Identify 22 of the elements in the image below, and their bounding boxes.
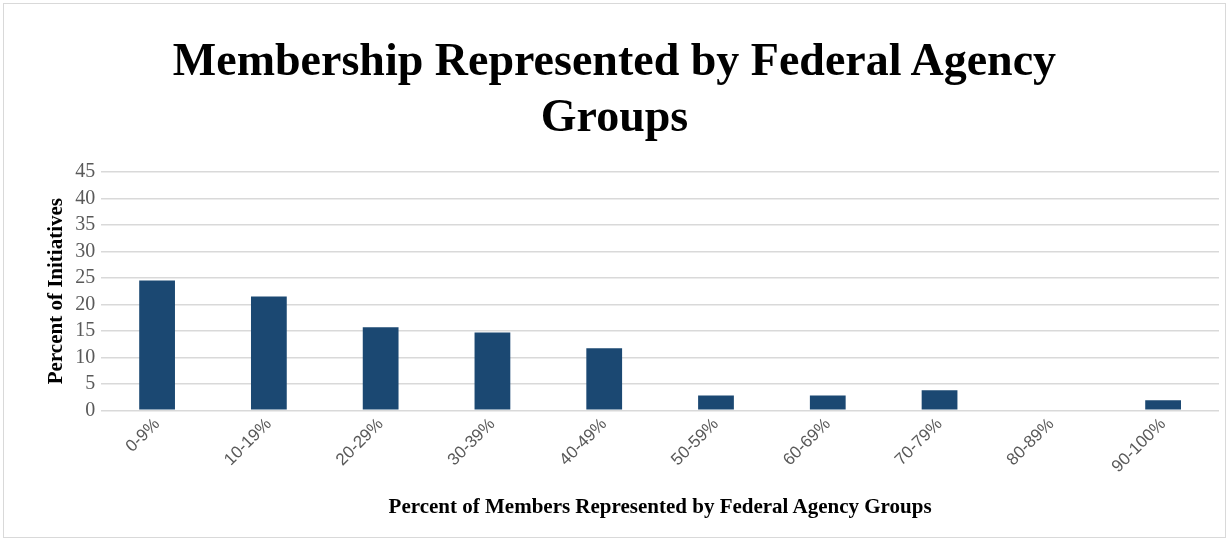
y-tick-label: 45 [75,159,96,182]
y-tick-label: 0 [85,397,96,420]
bar [698,395,734,410]
y-tick-label: 30 [75,238,96,261]
bar [250,296,287,410]
x-axis-title: Percent of Members Represented by Federal Agency Groups [388,493,932,518]
bar [809,395,846,410]
y-tick-label: 15 [75,318,96,341]
bar [921,390,958,410]
y-axis-title: Percent of Initiatives [43,198,68,385]
bar [474,332,511,410]
y-tick-label: 5 [85,371,96,394]
bar [1145,400,1181,410]
y-tick-label: 35 [75,212,96,235]
chart-title: Membership Represented by Federal Agency Groups [171,33,1058,143]
y-tick-label: 40 [75,185,96,208]
bar [586,348,623,410]
y-tick-label: 10 [75,344,96,367]
y-tick-label: 20 [75,291,96,314]
y-tick-label: 25 [75,265,96,288]
bar [139,280,175,410]
bar [362,327,399,410]
